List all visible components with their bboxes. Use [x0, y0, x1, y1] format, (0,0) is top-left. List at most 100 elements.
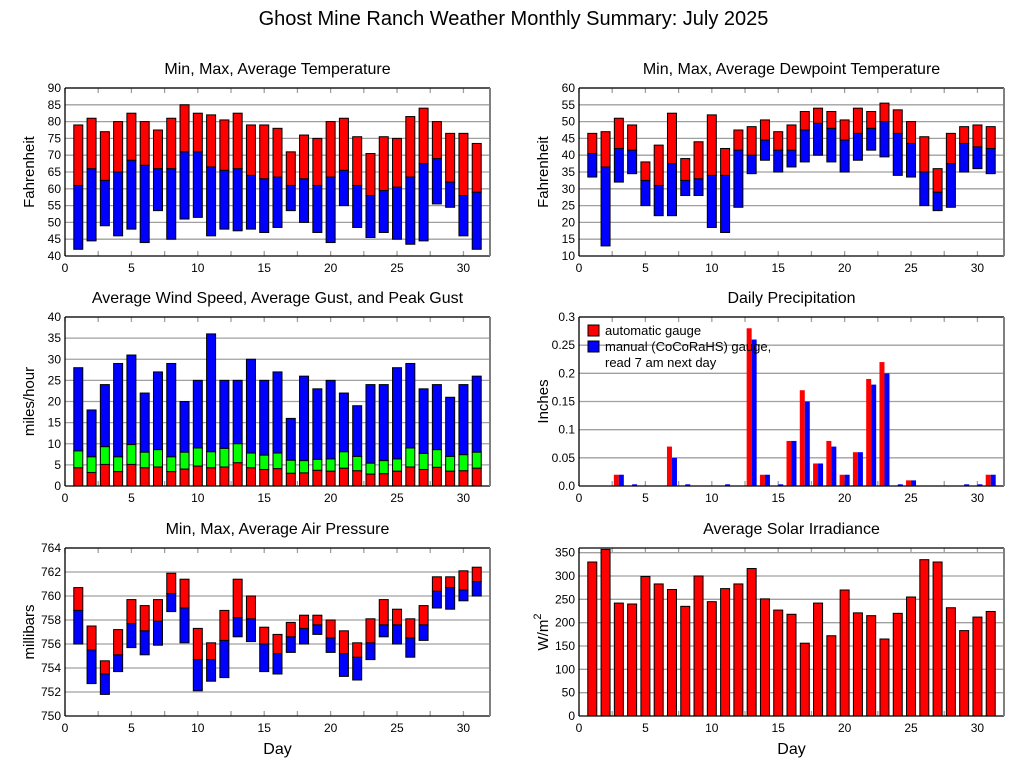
bar-min-avg-day-11 [720, 174, 731, 233]
x-tick-label: 15 [258, 491, 272, 505]
bar-min-avg-day-4 [113, 654, 124, 673]
bar-avg-gust-day-9 [179, 451, 190, 470]
x-tick-label: 10 [191, 261, 205, 275]
bar-avg-max-day-22 [352, 136, 363, 186]
bar-min-avg-day-13 [232, 617, 243, 638]
bar-min-avg-day-3 [613, 147, 624, 183]
bar-solar-day-7 [666, 589, 677, 717]
x-tick-label: 15 [772, 721, 786, 735]
bar-min-avg-day-6 [139, 164, 150, 244]
y-tick-label: 150 [555, 639, 575, 653]
bar-avg-gust-day-14 [245, 452, 256, 469]
bar-avg-max-day-5 [640, 161, 651, 181]
bar-peak-gust-day-7 [152, 371, 163, 451]
bar-avg-max-day-18 [813, 107, 824, 124]
bar-min-avg-day-27 [418, 163, 429, 242]
x-axis-label: Day [777, 741, 805, 758]
bar-avg-wind-day-24 [378, 473, 389, 487]
y-tick-label: 762 [41, 565, 61, 579]
bar-min-avg-day-22 [866, 127, 877, 151]
bar-min-avg-day-31 [985, 147, 996, 175]
bar-avg-max-day-12 [219, 609, 230, 641]
bar-avg-max-day-26 [919, 136, 930, 173]
bar-min-avg-day-21 [338, 653, 349, 677]
y-tick-label: 90 [48, 81, 62, 95]
x-tick-label: 30 [971, 721, 985, 735]
bar-peak-gust-day-23 [365, 384, 376, 464]
bar-avg-max-day-16 [272, 127, 283, 178]
bar-min-avg-day-4 [627, 149, 638, 175]
bar-min-avg-day-1 [587, 153, 598, 178]
bar-avg-max-day-22 [352, 642, 363, 658]
bar-min-avg-day-25 [392, 624, 403, 645]
legend-label-manual: manual (CoCoRaHS) gauge, [605, 339, 771, 354]
bar-avg-max-day-22 [866, 111, 877, 129]
bar-avg-max-day-20 [325, 121, 336, 178]
bar-min-avg-day-20 [325, 176, 336, 244]
y-tick-label: 25 [562, 199, 576, 213]
bar-avg-gust-day-1 [73, 450, 84, 469]
y-axis-label-text: millibars [21, 604, 38, 659]
y-tick-label: 70 [48, 148, 62, 162]
bar-solar-day-9 [693, 575, 704, 717]
x-tick-label: 15 [772, 261, 786, 275]
bar-avg-wind-day-8 [166, 471, 177, 487]
y-tick-label: 0 [568, 709, 575, 723]
bar-manual-day-7 [671, 457, 677, 486]
bar-avg-max-day-14 [245, 595, 256, 620]
bar-solar-day-31 [985, 610, 996, 717]
bar-min-avg-day-6 [653, 184, 664, 217]
bar-manual-day-3 [618, 474, 624, 486]
bar-avg-max-day-26 [405, 116, 416, 178]
bar-avg-max-day-3 [613, 117, 624, 149]
bar-avg-max-day-19 [312, 137, 323, 186]
bar-avg-wind-day-17 [285, 472, 296, 487]
bar-min-avg-day-30 [972, 146, 983, 170]
bar-peak-gust-day-20 [325, 379, 336, 460]
bar-automatic-day-16 [786, 440, 792, 486]
bar-min-avg-day-15 [259, 178, 270, 233]
x-tick-label: 5 [128, 491, 135, 505]
bar-avg-max-day-10 [192, 112, 203, 153]
bar-avg-max-day-9 [179, 578, 190, 609]
bar-automatic-day-31 [985, 474, 991, 486]
y-tick-label: 10 [562, 249, 576, 263]
bar-min-avg-day-19 [826, 127, 837, 163]
bar-avg-gust-day-15 [259, 454, 270, 471]
bar-min-avg-day-23 [365, 642, 376, 661]
bar-solar-day-23 [879, 638, 890, 717]
bar-solar-day-15 [773, 609, 784, 717]
bar-manual-day-20 [844, 474, 850, 486]
bar-avg-max-day-25 [906, 121, 917, 144]
x-tick-label: 10 [191, 721, 205, 735]
bar-min-avg-day-8 [166, 593, 177, 613]
bar-min-avg-day-27 [932, 191, 943, 212]
y-tick-label: 25 [48, 373, 62, 387]
bar-avg-max-day-21 [338, 117, 349, 171]
bar-avg-max-day-28 [431, 576, 442, 592]
bar-avg-wind-day-23 [365, 473, 376, 487]
bar-avg-max-day-6 [139, 121, 150, 166]
y-axis-label-text: Inches [535, 379, 552, 423]
bar-avg-gust-day-19 [312, 458, 323, 471]
bar-solar-day-5 [640, 575, 651, 717]
bar-peak-gust-day-15 [259, 379, 270, 456]
bar-min-avg-day-20 [325, 637, 336, 653]
y-tick-label: 0.15 [552, 395, 576, 409]
bar-peak-gust-day-1 [73, 367, 84, 452]
bar-solar-day-22 [866, 615, 877, 717]
bar-min-avg-day-9 [179, 607, 190, 644]
bar-avg-wind-day-19 [312, 469, 323, 487]
bar-avg-max-day-9 [693, 141, 704, 180]
bar-avg-max-day-17 [799, 111, 810, 131]
bar-solar-day-11 [720, 588, 731, 717]
bar-min-avg-day-4 [113, 171, 124, 237]
bar-avg-max-day-4 [627, 124, 638, 151]
bar-avg-max-day-31 [985, 126, 996, 149]
bar-avg-max-day-30 [458, 132, 469, 197]
bar-avg-max-day-10 [706, 114, 717, 176]
bar-avg-wind-day-27 [418, 469, 429, 487]
bar-min-avg-day-24 [378, 189, 389, 233]
y-tick-label: 40 [48, 249, 62, 263]
